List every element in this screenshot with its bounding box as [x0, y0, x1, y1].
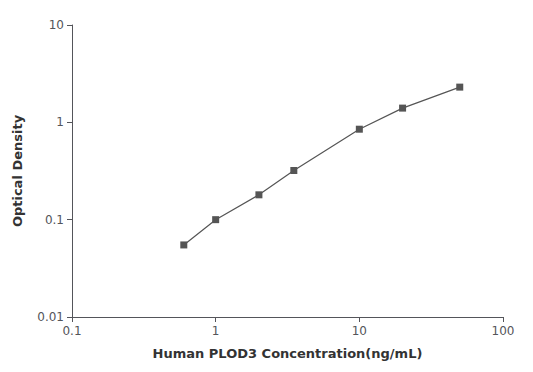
- svg-text:1: 1: [212, 324, 220, 338]
- svg-text:Human PLOD3 Concentration(ng/m: Human PLOD3 Concentration(ng/mL): [153, 346, 423, 361]
- svg-text:0.01: 0.01: [37, 310, 64, 324]
- svg-text:10: 10: [352, 324, 367, 338]
- svg-text:0.1: 0.1: [62, 324, 81, 338]
- svg-text:100: 100: [492, 324, 515, 338]
- svg-text:10: 10: [49, 18, 64, 32]
- svg-text:1: 1: [56, 115, 64, 129]
- svg-text:0.1: 0.1: [45, 213, 64, 227]
- svg-text:Optical Density: Optical Density: [10, 114, 25, 227]
